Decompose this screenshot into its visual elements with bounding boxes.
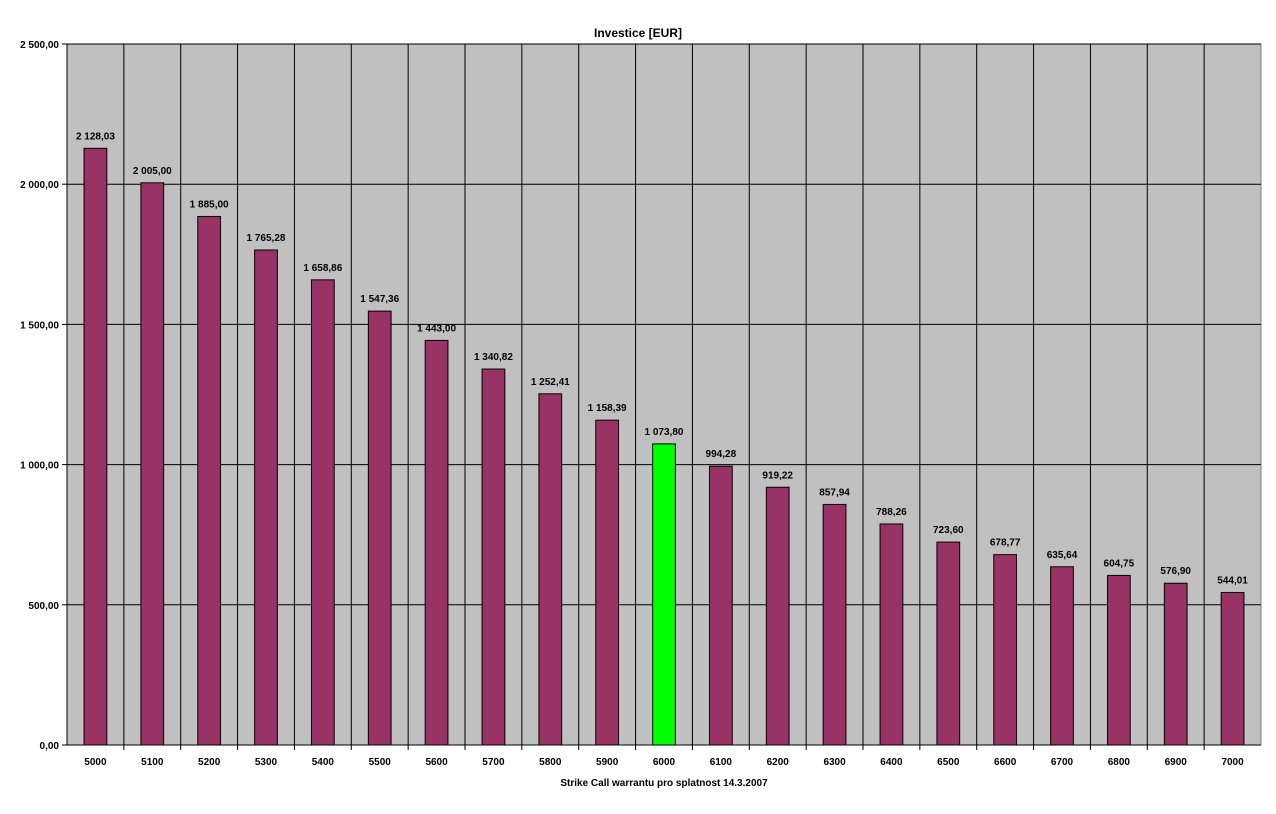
bar-5300 [254,249,278,746]
x-tick-label: 6800 [1108,757,1131,768]
data-label: 919,22 [762,470,793,481]
data-label: 994,28 [706,449,737,460]
bar-5100 [140,182,165,746]
x-tick-label: 6700 [1051,757,1074,768]
bar-5600 [424,339,449,746]
x-tick-label: 6400 [880,757,903,768]
bar-6900 [1163,582,1188,746]
data-label: 2 128,03 [76,131,115,142]
bar-5800 [538,393,563,746]
data-label-layer: 2 128,03 2 005,00 1 885,00 1 765,28 1 658,86… [76,131,1248,586]
bar-6200 [765,486,790,746]
bar-6500 [936,541,961,746]
x-tick-label: 5400 [312,757,335,768]
data-label: 1 158,39 [588,403,627,414]
bar-6400 [879,523,904,746]
x-tick-label: 5700 [482,757,505,768]
data-label: 2 005,00 [133,166,172,177]
x-tick-label: 5800 [539,757,562,768]
data-label: 1 252,41 [531,377,570,388]
data-label: 576,90 [1160,566,1191,577]
bar-6300 [822,503,847,746]
data-label: 635,64 [1047,550,1078,561]
data-label: 1 340,82 [474,352,513,363]
data-label: 544,01 [1217,575,1248,586]
x-tick-label: 5200 [198,757,221,768]
bar-5000 [83,147,108,746]
bar-7000 [1220,591,1245,746]
data-label: 1 443,00 [417,323,456,334]
y-tick-label: 1 500,00 [20,320,59,331]
x-tick-label: 6600 [994,757,1017,768]
x-tick-label: 6000 [653,757,676,768]
x-tick-label: 5900 [596,757,619,768]
data-label: 678,77 [990,538,1021,549]
data-label: 857,94 [819,487,850,498]
x-tick-label: 6900 [1165,757,1188,768]
y-tick-label: 2 000,00 [20,180,59,191]
data-label: 604,75 [1104,558,1135,569]
x-tick-label: 5600 [425,757,448,768]
x-tick-label: 5100 [141,757,164,768]
bar-6000 [652,443,676,746]
x-tick-label: 5300 [255,757,278,768]
bar-layer [83,147,1245,746]
bar-5900 [595,419,620,746]
bar-6800 [1106,574,1131,746]
x-tick-label: 5000 [84,757,107,768]
data-label: 1 547,36 [360,294,399,305]
y-tick-label: 0,00 [40,741,60,752]
y-axis: 0,00 500,00 1 000,00 1 500,00 2 000,00 2 500,… [20,40,68,752]
data-label: 1 885,00 [190,199,229,210]
y-tick-label: 2 500,00 [20,40,59,51]
x-tick-label: 6300 [823,757,846,768]
bar-5400 [310,279,335,746]
data-label: 1 658,86 [303,263,342,274]
x-tick-label: 6100 [710,757,733,768]
data-label: 1 073,80 [645,427,684,438]
bar-6600 [993,554,1018,746]
bar-5700 [481,368,506,746]
x-tick-label: 6500 [937,757,960,768]
x-axis-title: Strike Call warrantu pro splatnost 14.3.… [560,778,768,789]
x-tick-label: 5500 [369,757,392,768]
bar-5500 [367,310,392,746]
x-tick-label: 7000 [1221,757,1244,768]
bar-5200 [197,215,222,746]
data-label: 1 765,28 [247,233,286,244]
chart-title: Investice [EUR] [594,26,682,40]
bar-6100 [708,465,733,746]
data-label: 723,60 [933,525,964,536]
x-tick-label: 6200 [767,757,790,768]
y-tick-label: 500,00 [28,601,59,612]
data-label: 788,26 [876,507,907,518]
x-axis: 5000 5100 5200 5300 5400 5500 5600 5700 5800 5900… [67,744,1261,768]
bar-6700 [1050,566,1074,746]
y-tick-label: 1 000,00 [20,461,59,472]
